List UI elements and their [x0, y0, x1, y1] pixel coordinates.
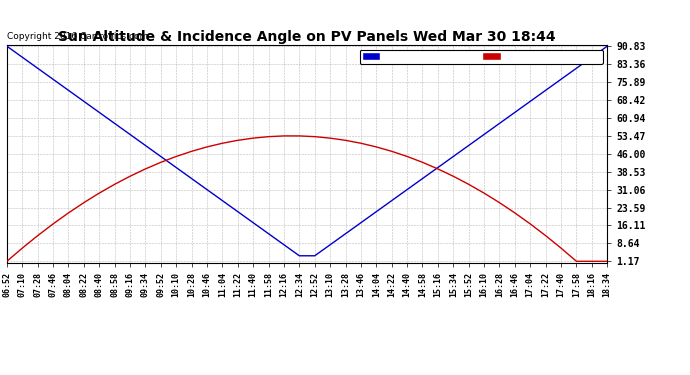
Text: Copyright 2016 Cartronics.com: Copyright 2016 Cartronics.com	[7, 32, 148, 40]
Legend: Incident (Angle °), Altitude (Angle °): Incident (Angle °), Altitude (Angle °)	[359, 50, 602, 64]
Title: Sun Altitude & Incidence Angle on PV Panels Wed Mar 30 18:44: Sun Altitude & Incidence Angle on PV Pan…	[58, 30, 556, 44]
